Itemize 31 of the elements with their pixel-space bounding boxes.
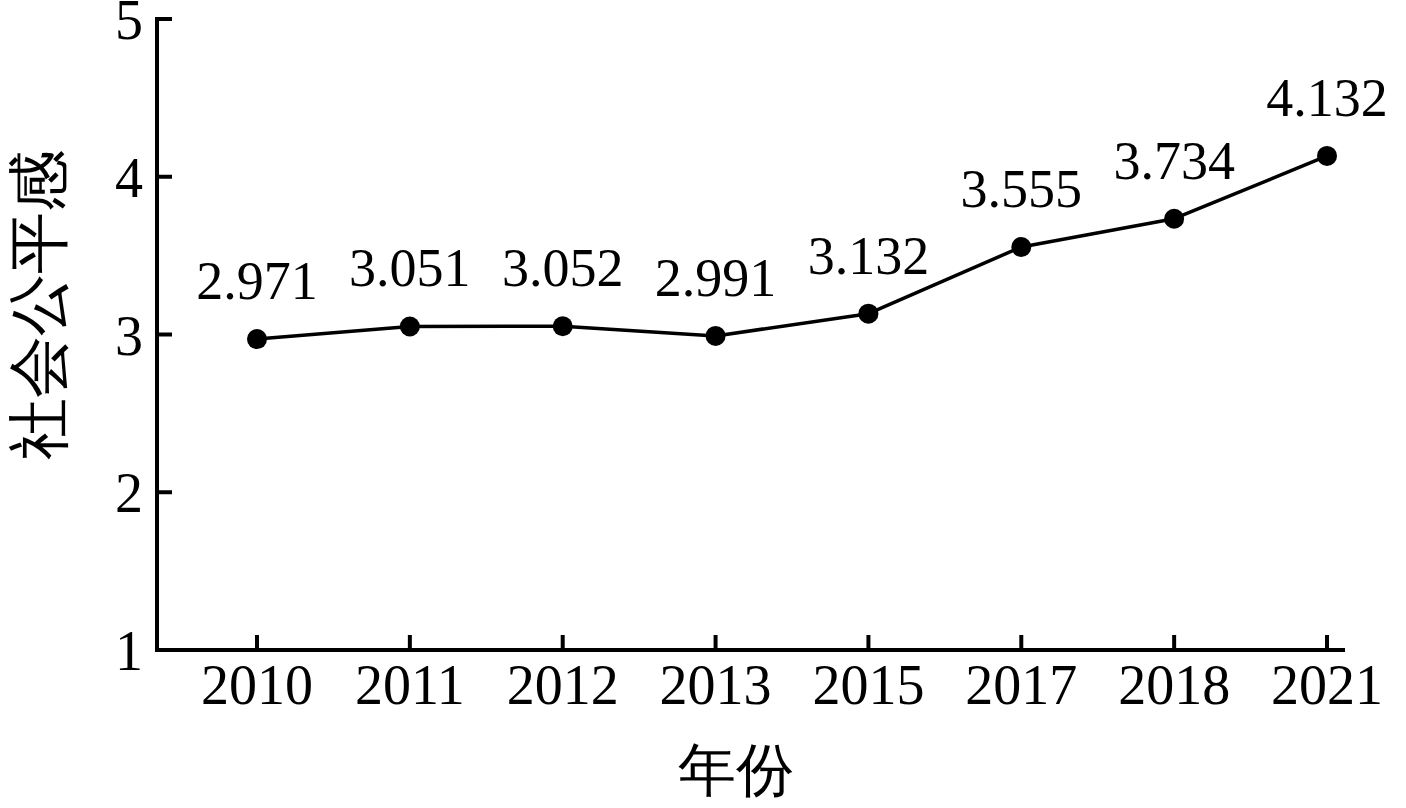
point <box>247 329 267 350</box>
x-tick-label: 2018 <box>1118 654 1231 716</box>
x-tick-label: 2021 <box>1271 654 1383 716</box>
data-label: 3.132 <box>807 225 930 286</box>
y-tick-label: 2 <box>115 462 143 525</box>
data-label: 4.132 <box>1266 67 1388 128</box>
x-tick-label: 2011 <box>354 654 465 716</box>
data-label: 3.555 <box>960 158 1083 219</box>
point <box>1164 208 1185 229</box>
y-tick-label: 3 <box>115 304 143 367</box>
point <box>1011 236 1032 257</box>
data-label: 3.051 <box>349 238 471 299</box>
data-label: 3.052 <box>501 238 624 299</box>
y-tick-label: 5 <box>115 0 143 52</box>
x-tick-label: 2015 <box>812 654 925 716</box>
data-label: 3.734 <box>1113 130 1235 191</box>
x-tick-label: 2013 <box>659 654 772 716</box>
point <box>858 303 879 324</box>
point <box>1317 145 1337 166</box>
x-tick-label: 2017 <box>965 654 1078 716</box>
y-tick-label: 4 <box>115 146 143 209</box>
point <box>399 316 420 337</box>
x-tick-label: 2010 <box>201 654 313 716</box>
x-tick-label: 2012 <box>506 654 619 716</box>
data-label: 2.991 <box>654 247 777 308</box>
y-axis-title: 社会公平感 <box>5 149 73 460</box>
x-axis-title: 年份 <box>678 738 794 803</box>
data-label: 2.971 <box>196 251 318 312</box>
y-tick-label: 1 <box>115 620 143 683</box>
point <box>705 325 726 346</box>
point <box>552 316 573 337</box>
